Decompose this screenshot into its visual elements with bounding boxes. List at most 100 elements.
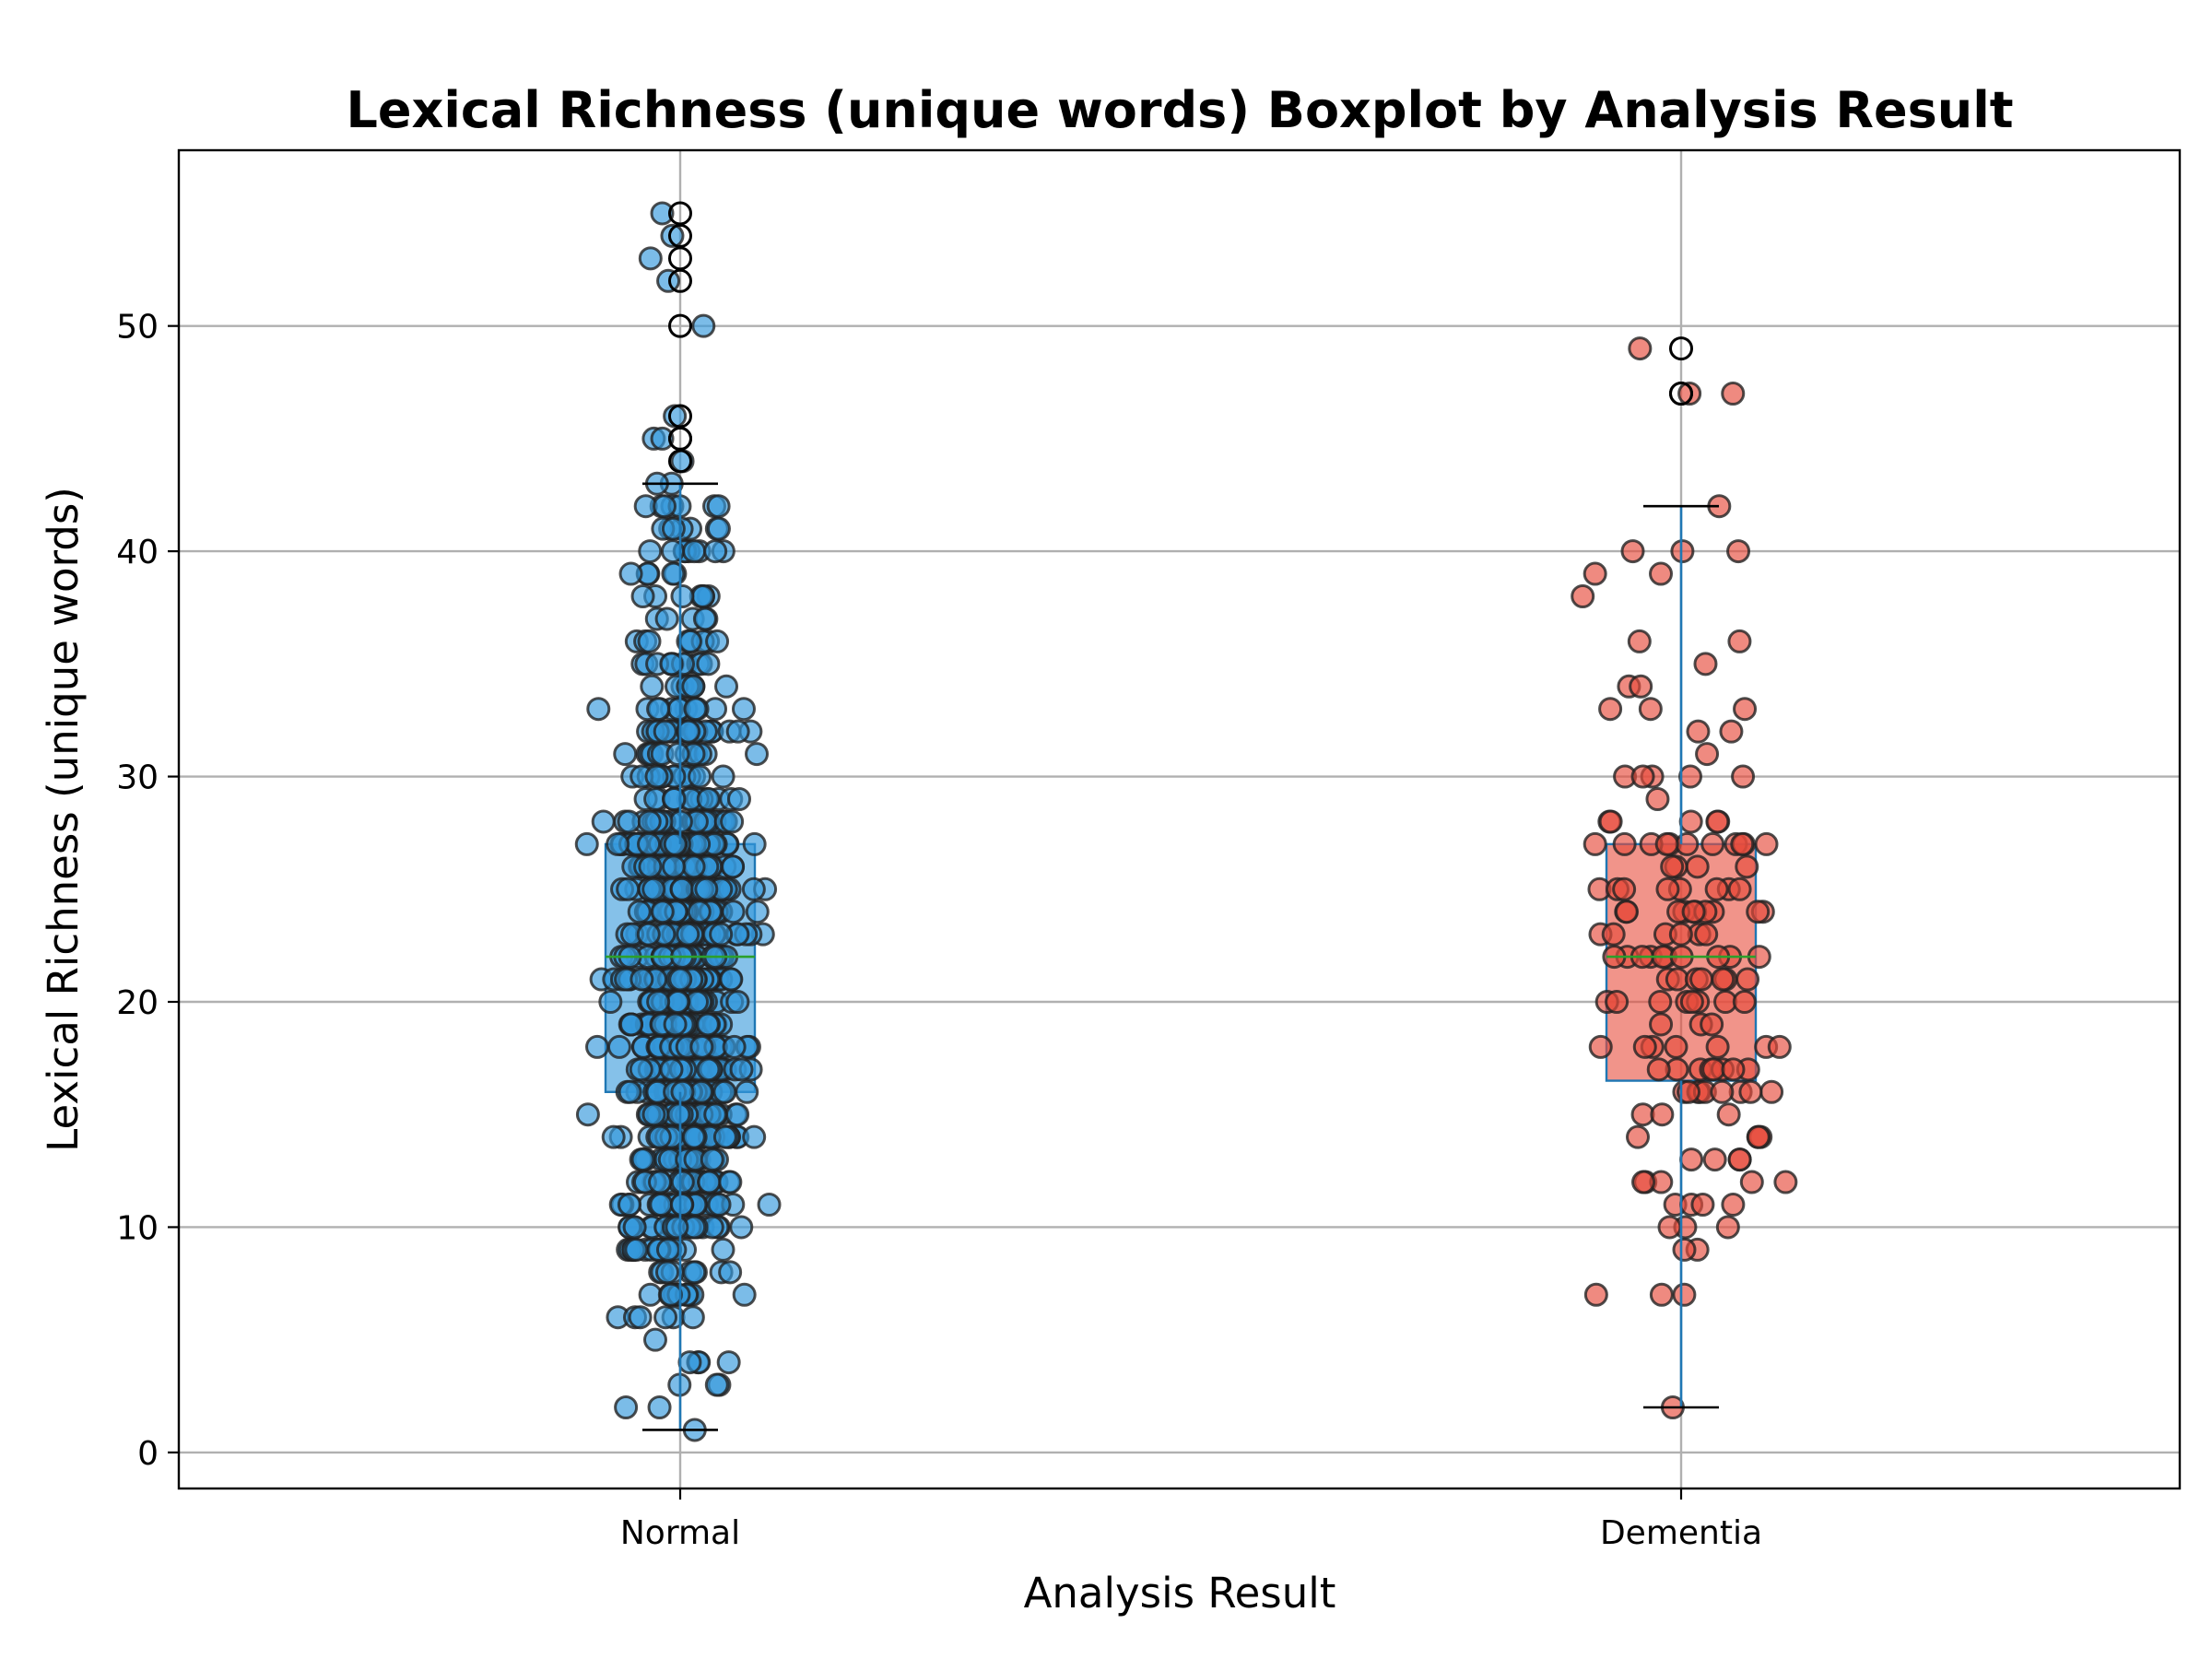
data-point	[725, 719, 750, 744]
data-point	[1612, 877, 1637, 901]
data-point	[661, 561, 686, 586]
data-point	[662, 787, 687, 811]
data-point	[598, 990, 623, 1014]
data-point	[1704, 877, 1729, 901]
data-point	[1678, 764, 1703, 789]
data-point	[1588, 1034, 1613, 1059]
data-point	[677, 1350, 702, 1375]
data-point	[742, 1124, 767, 1149]
data-point	[1672, 1282, 1697, 1307]
data-point	[721, 854, 746, 879]
data-point	[719, 967, 744, 992]
data-point	[1715, 1215, 1740, 1240]
data-point	[696, 652, 721, 677]
data-point	[1672, 1237, 1697, 1262]
data-point	[1735, 967, 1760, 992]
data-point	[1681, 900, 1706, 924]
data-point	[653, 1305, 678, 1330]
data-point	[650, 201, 675, 226]
data-point	[1678, 809, 1703, 834]
data-point	[649, 1193, 674, 1217]
data-point	[681, 854, 706, 879]
data-point	[1710, 1079, 1735, 1104]
data-point	[677, 629, 702, 653]
data-point	[691, 313, 716, 338]
data-point	[694, 877, 719, 901]
data-point	[1676, 1079, 1700, 1104]
data-point	[642, 1327, 667, 1352]
data-point	[585, 1034, 610, 1059]
data-point	[1726, 539, 1751, 564]
data-point	[663, 1012, 688, 1037]
data-point	[586, 697, 611, 722]
data-point	[742, 831, 767, 856]
data-point	[670, 584, 695, 608]
data-point	[727, 787, 752, 811]
data-point	[718, 1260, 743, 1285]
data-point	[618, 561, 643, 586]
data-point	[1670, 539, 1695, 564]
data-point	[655, 1237, 680, 1262]
data-point	[682, 539, 707, 564]
data-point	[665, 1215, 689, 1240]
data-point	[661, 516, 686, 541]
data-point	[705, 629, 730, 653]
data-point	[729, 1215, 754, 1240]
data-point	[1731, 764, 1756, 789]
data-point	[718, 1170, 743, 1194]
data-point	[681, 674, 706, 699]
data-point	[1605, 990, 1630, 1014]
data-point	[1598, 809, 1623, 834]
data-point	[650, 426, 675, 451]
data-point	[668, 967, 693, 992]
data-point	[716, 1350, 741, 1375]
data-point	[692, 606, 717, 631]
data-point	[646, 990, 671, 1014]
data-point	[622, 1215, 647, 1240]
y-tick-label: 10	[116, 1209, 159, 1247]
data-point	[1650, 1102, 1675, 1127]
y-tick-label: 40	[116, 534, 159, 571]
data-point	[725, 990, 750, 1014]
data-point	[1668, 922, 1693, 947]
data-point	[641, 1102, 666, 1127]
data-point	[1664, 1034, 1688, 1059]
data-point	[601, 1124, 626, 1149]
data-point	[1693, 652, 1718, 677]
data-point	[1689, 967, 1714, 992]
data-point	[654, 606, 679, 631]
data-point	[700, 1147, 724, 1172]
data-point	[638, 854, 663, 879]
x-axis-label: Analysis Result	[1024, 1569, 1336, 1618]
data-point	[729, 1057, 754, 1082]
data-point	[629, 967, 654, 992]
data-point	[663, 404, 688, 429]
data-point	[1767, 1034, 1792, 1059]
data-point	[688, 764, 712, 789]
data-point	[630, 584, 655, 608]
data-point	[646, 697, 671, 722]
data-point	[648, 1170, 673, 1194]
data-point	[653, 719, 677, 744]
data-point	[732, 1282, 757, 1307]
data-point	[1701, 1057, 1726, 1082]
data-point	[606, 1034, 631, 1059]
data-point	[575, 1102, 600, 1127]
data-point	[665, 990, 690, 1014]
whiskers-and-fliers	[606, 201, 1756, 1431]
data-point	[696, 787, 721, 811]
data-point	[1727, 877, 1752, 901]
data-point	[618, 1012, 643, 1037]
data-point	[1649, 561, 1674, 586]
data-point	[629, 1057, 653, 1082]
data-point	[1675, 831, 1700, 856]
data-point	[695, 1012, 720, 1037]
data-point	[1648, 990, 1673, 1014]
data-point	[1759, 1079, 1784, 1104]
data-point	[616, 877, 641, 901]
data-point	[669, 1193, 694, 1217]
data-point	[659, 652, 684, 677]
flier-point	[1669, 382, 1693, 406]
data-point	[1746, 900, 1771, 924]
